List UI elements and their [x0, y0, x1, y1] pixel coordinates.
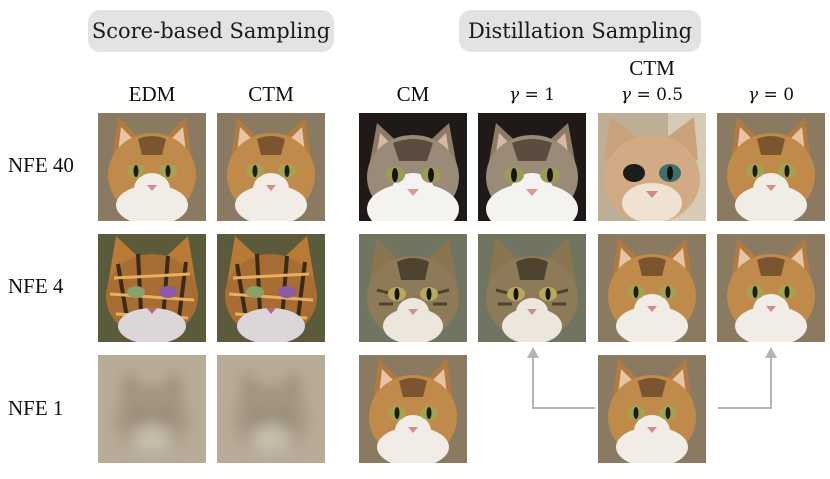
gamma-0-label: γ = 0 [747, 85, 795, 105]
arrow-to-gamma1 [532, 356, 595, 409]
row-label-nfe1: NFE 1 [8, 396, 64, 420]
arrow-to-gamma0 [718, 356, 772, 409]
score-based-sampling-label: Score-based Sampling [91, 19, 331, 43]
column-header-ctm-distill: CTM [629, 56, 675, 80]
score-based-sampling-header: Score-based Sampling [88, 10, 334, 52]
arrowhead-gamma0 [765, 347, 777, 358]
arrowhead-gamma1 [527, 347, 539, 358]
column-header-edm: EDM [128, 82, 176, 106]
distillation-sampling-label: Distillation Sampling [467, 19, 693, 43]
row-label-nfe4: NFE 4 [8, 274, 64, 298]
distillation-sampling-header: Distillation Sampling [459, 10, 701, 52]
column-header-ctm-score: CTM [248, 82, 294, 106]
gamma-1-label: γ = 1 [508, 85, 556, 105]
column-header-cm: CM [396, 82, 430, 106]
gamma-05-label: γ = 0.5 [620, 85, 684, 105]
row-label-nfe40: NFE 40 [8, 153, 74, 177]
